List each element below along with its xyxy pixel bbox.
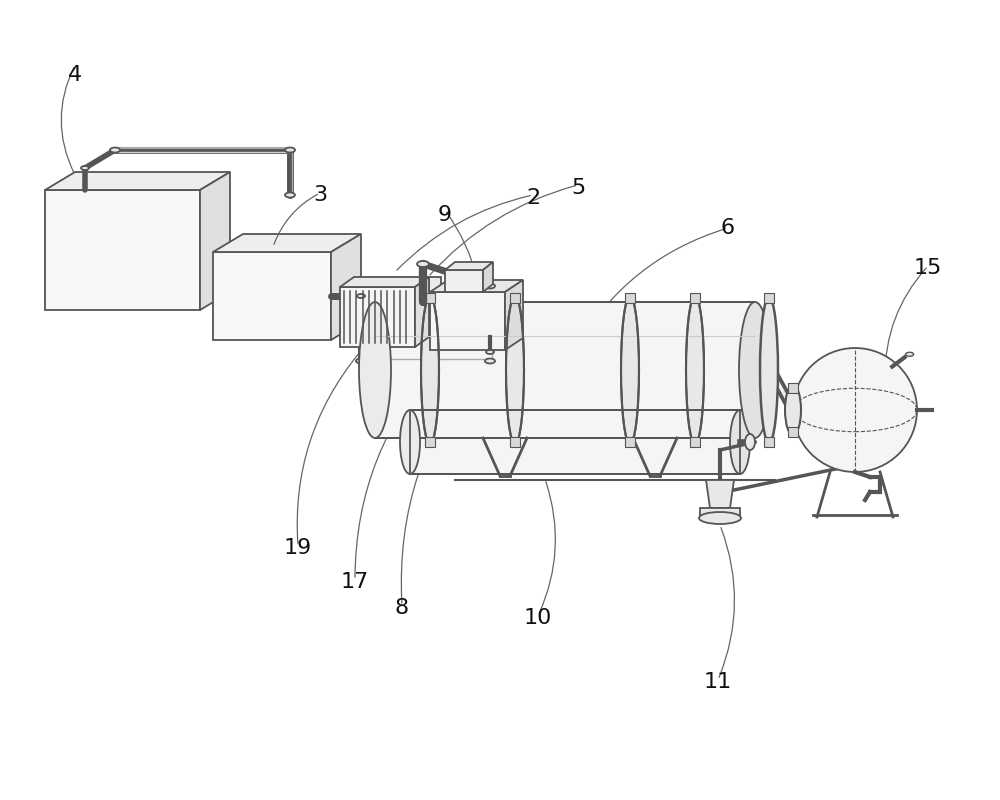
Polygon shape — [213, 234, 361, 252]
Ellipse shape — [760, 297, 778, 443]
Ellipse shape — [485, 358, 495, 363]
Ellipse shape — [356, 358, 366, 363]
Text: 5: 5 — [571, 178, 585, 198]
Ellipse shape — [507, 298, 523, 442]
Bar — [625, 437, 635, 447]
Polygon shape — [415, 277, 429, 347]
Ellipse shape — [622, 298, 638, 442]
Polygon shape — [706, 480, 734, 508]
Ellipse shape — [359, 302, 391, 438]
Text: 15: 15 — [914, 258, 942, 278]
Polygon shape — [700, 508, 740, 518]
Text: 4: 4 — [68, 65, 82, 85]
Polygon shape — [430, 280, 523, 292]
Bar — [764, 437, 774, 447]
Text: 8: 8 — [395, 598, 409, 618]
Ellipse shape — [110, 147, 120, 153]
Ellipse shape — [793, 348, 917, 472]
Polygon shape — [445, 270, 483, 292]
Bar — [788, 427, 798, 437]
Polygon shape — [213, 252, 331, 340]
Polygon shape — [445, 262, 493, 270]
Polygon shape — [200, 172, 230, 310]
Polygon shape — [430, 292, 505, 350]
Text: 17: 17 — [341, 572, 369, 592]
Text: 10: 10 — [524, 608, 552, 628]
Ellipse shape — [486, 350, 494, 354]
Text: 6: 6 — [721, 218, 735, 238]
Bar — [510, 437, 520, 447]
Ellipse shape — [699, 512, 741, 524]
Polygon shape — [483, 262, 493, 292]
Polygon shape — [429, 277, 441, 337]
Ellipse shape — [785, 385, 801, 435]
Bar — [425, 437, 435, 447]
Ellipse shape — [285, 193, 295, 198]
Ellipse shape — [745, 434, 755, 450]
Bar — [764, 293, 774, 303]
Bar — [510, 293, 520, 303]
Bar — [625, 293, 635, 303]
Polygon shape — [410, 410, 740, 474]
Text: 3: 3 — [313, 185, 327, 205]
Ellipse shape — [417, 261, 429, 267]
Polygon shape — [331, 234, 361, 340]
Bar — [690, 293, 700, 303]
Text: 9: 9 — [438, 205, 452, 225]
Bar — [690, 437, 700, 447]
Ellipse shape — [285, 147, 295, 153]
Polygon shape — [340, 287, 415, 347]
Ellipse shape — [357, 294, 365, 298]
Ellipse shape — [400, 410, 420, 474]
Text: 11: 11 — [704, 672, 732, 692]
Ellipse shape — [81, 166, 89, 170]
Polygon shape — [375, 302, 755, 438]
Text: 19: 19 — [284, 538, 312, 558]
Ellipse shape — [906, 352, 914, 356]
Bar — [788, 383, 798, 393]
Ellipse shape — [739, 302, 771, 438]
Polygon shape — [45, 172, 230, 190]
Polygon shape — [45, 190, 200, 310]
Ellipse shape — [687, 298, 703, 442]
Bar — [425, 293, 435, 303]
Ellipse shape — [485, 283, 495, 289]
Polygon shape — [340, 277, 429, 287]
Polygon shape — [505, 280, 523, 350]
Ellipse shape — [422, 298, 438, 442]
Ellipse shape — [730, 410, 750, 474]
Text: 2: 2 — [526, 188, 540, 208]
